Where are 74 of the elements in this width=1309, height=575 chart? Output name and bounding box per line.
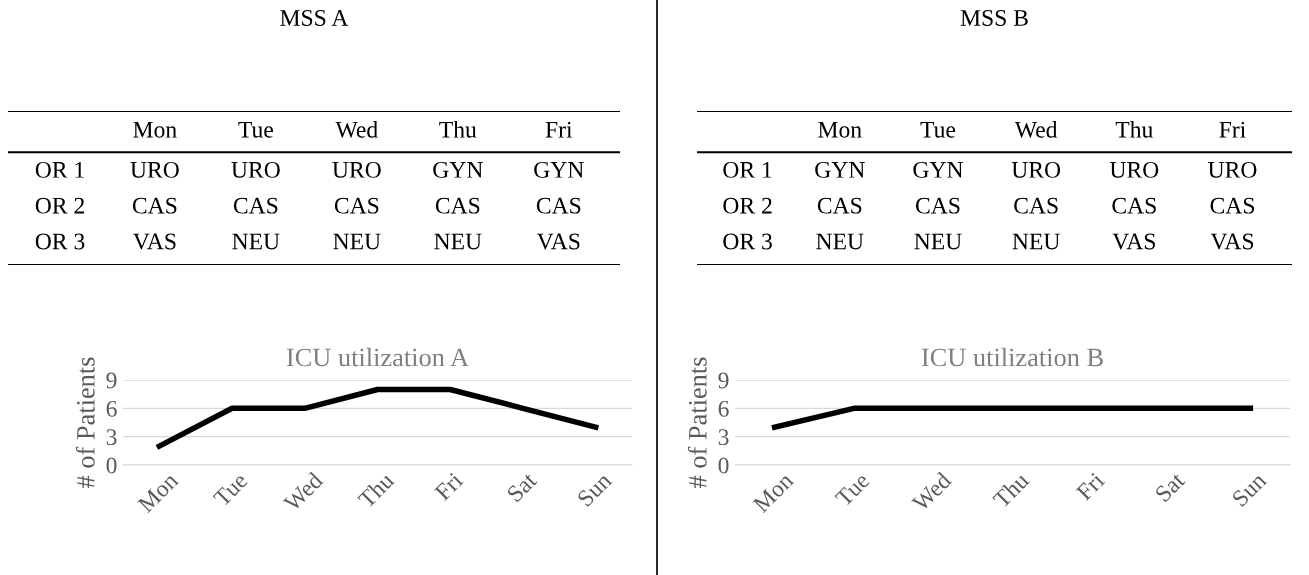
y-tick-label: 0 [718,457,729,474]
x-tick-label: Sat [506,471,538,503]
text: VAS [133,233,176,250]
category-label: Tue [920,121,956,138]
text: CAS [536,197,581,214]
text: CAS [435,197,480,214]
category-label: Tue [238,121,273,138]
y-tick-label: 9 [718,372,729,389]
category-label: OR 2 [35,197,84,214]
y-tick-label: 0 [106,457,117,474]
y-axis-title: # of Patients [687,357,707,488]
x-tick-label: Thu [356,470,395,509]
text: MSS A [280,10,349,26]
text: NEU [333,233,381,250]
text: URO [130,161,179,178]
text: CAS [1014,197,1058,214]
category-label: OR 1 [35,161,84,178]
y-tick-label: 6 [718,400,729,417]
x-tick-label: Fri [433,471,464,502]
y-tick-label: 6 [106,400,117,417]
y-axis-title: # of Patients [75,357,95,488]
text: CAS [915,197,960,214]
x-tick-label: Thu [991,470,1030,509]
x-tick-label: Fri [1075,471,1106,502]
x-tick-label: Sun [1231,471,1268,508]
x-tick-label: Mon [137,471,180,514]
text: MSS B [960,10,1028,26]
x-tick-label: Wed [282,470,324,513]
x-tick-label: Mon [752,471,795,514]
text: URO [1011,161,1061,178]
text: URO [231,161,280,178]
x-tick-label: Sun [576,471,613,508]
x-tick-label: Tue [834,471,871,508]
category-label: Fri [1219,121,1246,138]
y-tick-label: 3 [106,429,117,446]
category-label: Mon [133,121,177,138]
category-label: OR 3 [723,233,772,250]
text: CAS [233,197,278,214]
category-label: Thu [1115,121,1153,138]
text: CAS [1210,197,1254,214]
category-label: OR 2 [723,197,772,214]
y-tick-label: 3 [718,429,729,446]
text: URO [1109,161,1159,178]
y-tick-label: 9 [106,372,117,389]
text: CAS [334,197,379,214]
chart-title: ICU utilization B [921,347,1103,367]
category-label: OR 1 [723,161,772,178]
text: NEU [816,233,864,250]
text: GYN [433,161,483,178]
text: VAS [536,233,580,250]
chart-title: ICU utilization A [286,347,469,367]
category-label: OR 3 [35,233,85,250]
text: GYN [913,161,964,178]
text: NEU [232,233,280,250]
text: NEU [434,233,482,250]
x-tick-label: Tue [212,471,249,508]
text: GYN [534,161,584,178]
text: CAS [1112,197,1156,214]
text: NEU [1012,233,1060,250]
category-label: Fri [545,121,573,138]
category-label: Wed [335,121,378,138]
text: URO [332,161,381,178]
text: NEU [914,233,962,250]
text: GYN [815,161,865,178]
x-tick-label: Wed [910,470,953,513]
text: VAS [1112,233,1155,250]
category-label: Wed [1014,121,1058,138]
text: CAS [817,197,862,214]
category-label: Mon [818,121,862,138]
text: CAS [132,197,177,214]
text: VAS [1210,233,1254,250]
category-label: Thu [439,121,477,138]
text: URO [1208,161,1257,178]
x-tick-label: Sat [1154,471,1186,503]
